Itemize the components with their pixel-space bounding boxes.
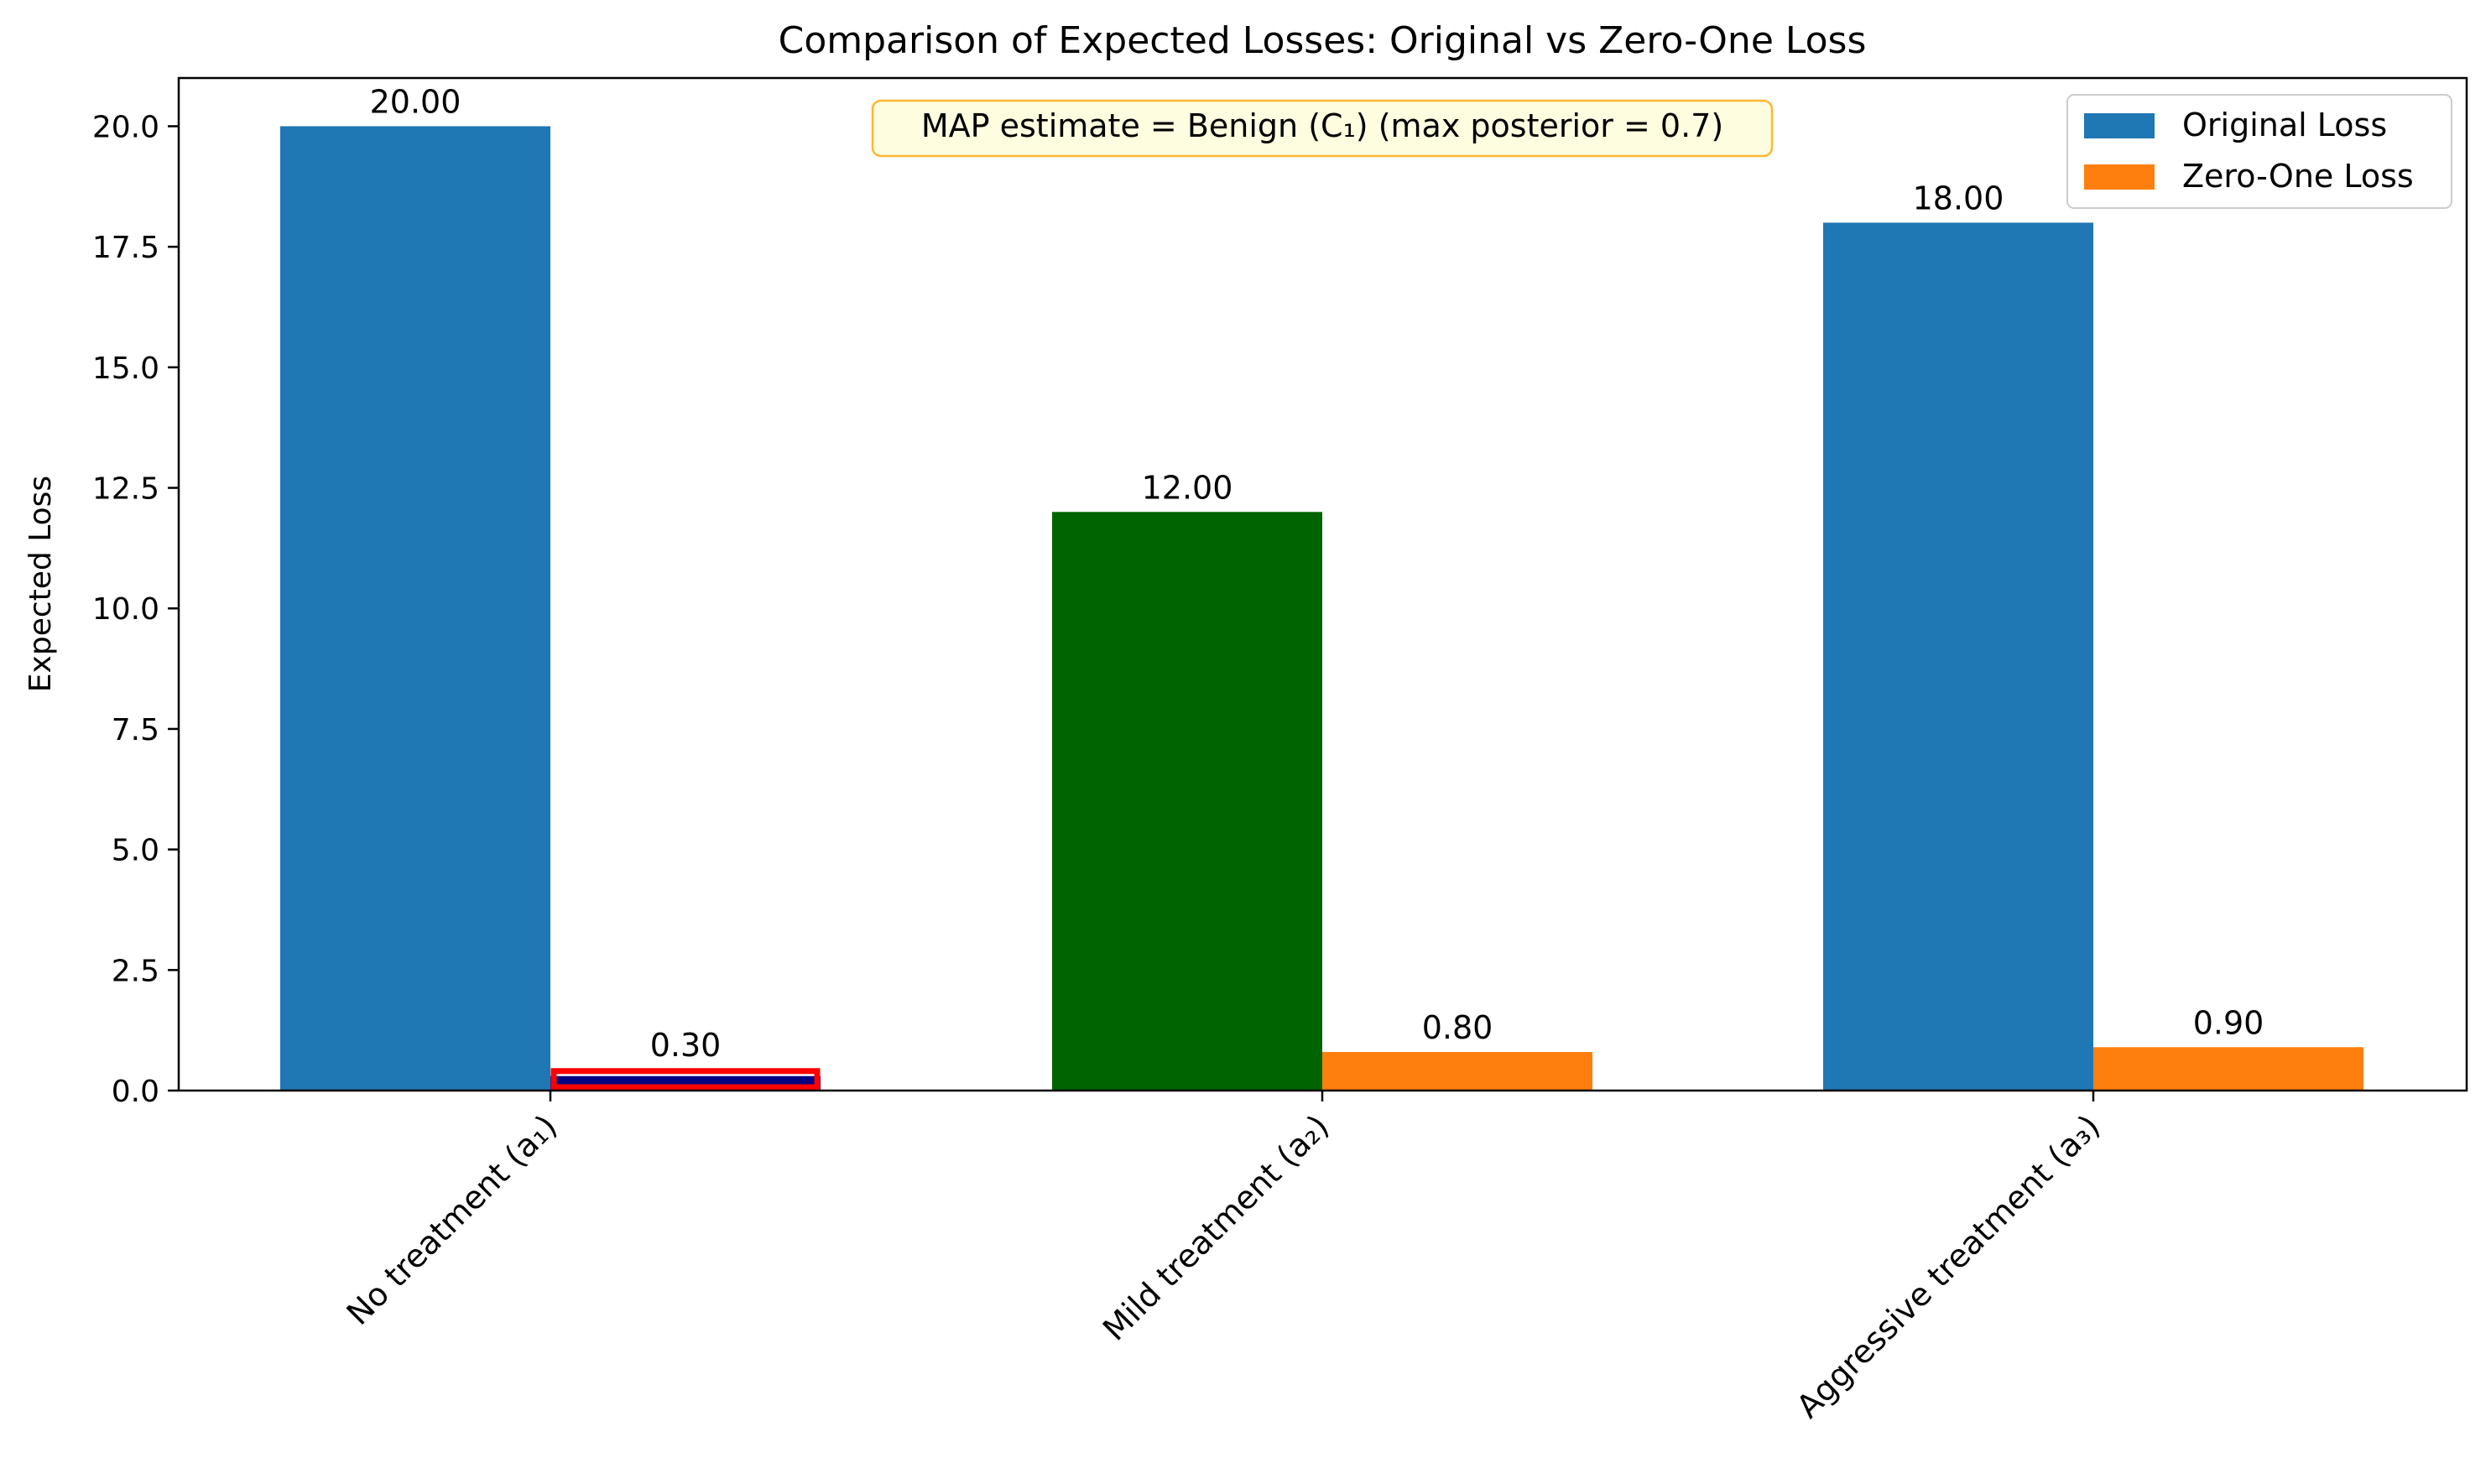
legend-label-original-loss: Original Loss xyxy=(2182,107,2387,143)
y-tick-label: 0.0 xyxy=(112,1075,159,1109)
x-tick-label: Aggressive treatment (a₃) xyxy=(1790,1107,2108,1425)
y-tick-label: 15.0 xyxy=(92,351,159,386)
bar-original-0 xyxy=(280,126,550,1091)
bar-value-label: 0.90 xyxy=(2193,1004,2264,1041)
bar-original-1 xyxy=(1052,512,1322,1091)
bar-value-label: 18.00 xyxy=(1913,180,2004,216)
legend-swatch-zero-one-loss xyxy=(2084,164,2155,190)
y-tick-label: 17.5 xyxy=(92,231,159,265)
chart-title: Comparison of Expected Losses: Original … xyxy=(779,19,1867,62)
bar-value-label: 0.80 xyxy=(1422,1009,1493,1046)
bar-highlight-outline xyxy=(550,1068,821,1091)
x-tick-label: No treatment (a₁) xyxy=(340,1107,565,1332)
x-axis: No treatment (a₁) Mild treatment (a₂) Aggr… xyxy=(340,1091,2108,1425)
y-axis: 0.0 2.5 5.0 7.5 10.0 12.5 15.0 17.5 20.0 xyxy=(92,110,179,1109)
bar-value-label: 12.00 xyxy=(1142,469,1233,506)
y-tick-label: 5.0 xyxy=(112,834,159,868)
annotation-box: MAP estimate = Benign (C₁) (max posterio… xyxy=(871,99,1774,158)
bars-layer xyxy=(280,126,2363,1091)
y-tick-label: 20.0 xyxy=(92,110,159,144)
legend-swatch-original-loss xyxy=(2084,113,2155,138)
y-tick-label: 10.0 xyxy=(92,592,159,627)
bar-zero-one-2 xyxy=(2093,1047,2363,1091)
y-tick-label: 2.5 xyxy=(112,954,159,988)
x-tick-label: Mild treatment (a₂) xyxy=(1096,1107,1336,1347)
value-labels-layer: 20.00 12.00 18.00 0.30 0.80 0.90 xyxy=(370,83,2264,1063)
legend-label-zero-one-loss: Zero-One Loss xyxy=(2182,158,2414,195)
y-tick-label: 12.5 xyxy=(92,472,159,507)
annotation-text: MAP estimate = Benign (C₁) (max posterio… xyxy=(921,107,1723,144)
annotation-frame xyxy=(871,99,1774,158)
y-tick-label: 7.5 xyxy=(112,713,159,747)
legend-frame xyxy=(2066,94,2452,209)
y-axis-label: Expected Loss xyxy=(23,476,58,692)
bar-value-label: 20.00 xyxy=(370,83,461,120)
legend: Original Loss Zero-One Loss xyxy=(2066,94,2452,209)
plot-frame xyxy=(177,76,2468,1092)
bar-value-label: 0.30 xyxy=(650,1027,722,1064)
bar-zero-one-1 xyxy=(1322,1052,1592,1091)
bar-original-2 xyxy=(1823,222,2093,1091)
